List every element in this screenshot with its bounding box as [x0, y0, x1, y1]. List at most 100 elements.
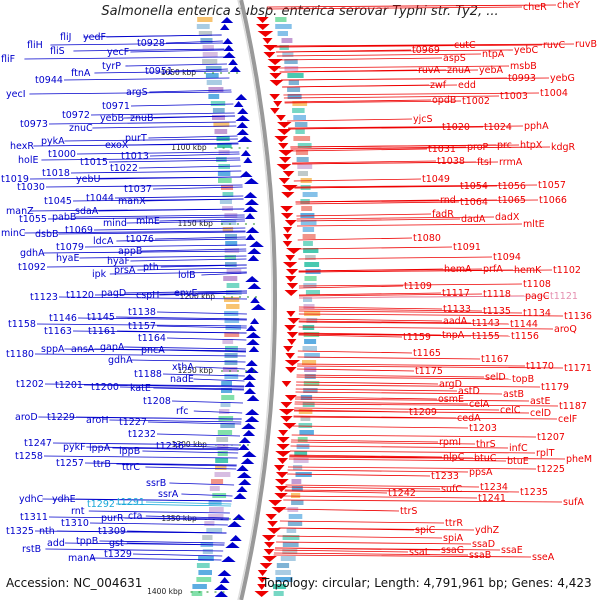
- gene-label[interactable]: ftnA: [71, 68, 91, 79]
- gene-label[interactable]: t1292: [87, 499, 115, 510]
- gene-label[interactable]: rplT: [536, 448, 555, 459]
- gene-label[interactable]: rnt: [71, 506, 85, 517]
- gene-label[interactable]: rpmI: [439, 437, 461, 448]
- gene-label[interactable]: t1209: [409, 407, 437, 418]
- gene-label[interactable]: cspH: [136, 290, 159, 301]
- gene-label[interactable]: t1167: [481, 354, 509, 365]
- gene-label[interactable]: tyrP: [102, 61, 121, 72]
- gene-label[interactable]: t1187: [559, 401, 587, 412]
- gene-label[interactable]: t1044: [86, 193, 114, 204]
- gene-label[interactable]: t1123: [30, 292, 58, 303]
- gene-label[interactable]: t1158: [8, 319, 36, 330]
- gene-label[interactable]: yebU: [76, 174, 100, 185]
- gene-label[interactable]: yebG: [550, 73, 575, 84]
- gene-label[interactable]: t0951: [145, 66, 173, 77]
- gene-label[interactable]: t1144: [510, 319, 538, 330]
- gene-label[interactable]: t1019: [1, 174, 29, 185]
- gene-label[interactable]: znuB: [130, 113, 154, 124]
- gene-label[interactable]: dadX: [495, 212, 520, 223]
- gene-label[interactable]: t1180: [6, 349, 34, 360]
- gene-label[interactable]: dsbB: [35, 229, 59, 240]
- gene-label[interactable]: spiA: [443, 533, 464, 544]
- gene-label[interactable]: prc: [497, 140, 512, 151]
- gene-label[interactable]: t1133: [443, 304, 471, 315]
- gene-label[interactable]: pagD: [101, 288, 126, 299]
- gene-label[interactable]: t0971: [102, 101, 130, 112]
- gene-label[interactable]: tnpA: [442, 330, 465, 341]
- gene-label[interactable]: t1208: [143, 396, 171, 407]
- gene-label[interactable]: t1159: [403, 332, 431, 343]
- gene-label[interactable]: cheY: [557, 0, 580, 11]
- gene-label[interactable]: astE: [530, 396, 551, 407]
- gene-label[interactable]: pncA: [141, 345, 165, 356]
- gene-label[interactable]: lolB: [178, 270, 196, 281]
- gene-label[interactable]: gapA: [100, 342, 125, 353]
- gene-label[interactable]: t1165: [413, 348, 441, 359]
- gene-label[interactable]: ftsI: [477, 157, 492, 168]
- gene-label[interactable]: t1066: [539, 195, 567, 206]
- gene-label[interactable]: btuE: [507, 456, 529, 467]
- gene-label[interactable]: znuC: [69, 123, 93, 134]
- gene-label[interactable]: hexR: [10, 141, 34, 152]
- gene-label[interactable]: proP: [467, 142, 489, 153]
- gene-label[interactable]: katE: [130, 383, 151, 394]
- gene-label[interactable]: celD: [530, 408, 551, 419]
- gene-label[interactable]: aroH: [86, 415, 108, 426]
- gene-label[interactable]: pagC: [525, 291, 550, 302]
- gene-label[interactable]: t1031: [428, 144, 456, 155]
- gene-label[interactable]: t1232: [128, 429, 156, 440]
- gene-label[interactable]: sufA: [563, 497, 584, 508]
- gene-label[interactable]: t1069: [65, 225, 93, 236]
- gene-label[interactable]: t1309: [98, 526, 126, 537]
- gene-label[interactable]: t1235: [520, 487, 548, 498]
- gene-label[interactable]: t1163: [44, 326, 72, 337]
- gene-label[interactable]: sufC: [441, 484, 462, 495]
- gene-label[interactable]: ssaE: [501, 545, 523, 556]
- gene-label[interactable]: t0973: [20, 119, 48, 130]
- gene-label[interactable]: t1045: [44, 196, 72, 207]
- gene-label[interactable]: sseA: [532, 552, 555, 563]
- gene-label[interactable]: t1024: [484, 122, 512, 133]
- gene-label[interactable]: holE: [18, 155, 38, 166]
- gene-label[interactable]: manX: [118, 196, 146, 207]
- gene-label[interactable]: t1117: [442, 288, 470, 299]
- gene-label[interactable]: t0972: [62, 110, 90, 121]
- gene-label[interactable]: t1076: [126, 234, 154, 245]
- gene-label[interactable]: fliS: [50, 46, 65, 57]
- gene-label[interactable]: argS: [126, 87, 148, 98]
- gene-label[interactable]: gdhA: [20, 248, 45, 259]
- gene-label[interactable]: t1054: [460, 181, 488, 192]
- gene-label[interactable]: t1015: [80, 157, 108, 168]
- gene-label[interactable]: t1257: [56, 458, 84, 469]
- gene-label[interactable]: t0928: [137, 38, 165, 49]
- gene-label[interactable]: t1143: [472, 318, 500, 329]
- gene-label[interactable]: prfA: [483, 264, 503, 275]
- gene-label[interactable]: znuA: [447, 65, 471, 76]
- gene-label[interactable]: t1329: [104, 549, 132, 560]
- gene-label[interactable]: cfa: [128, 511, 142, 522]
- gene-label[interactable]: pykF: [63, 442, 86, 453]
- gene-label[interactable]: appB: [118, 246, 142, 257]
- gene-label[interactable]: mind: [103, 218, 127, 229]
- gene-label[interactable]: t1038: [437, 156, 465, 167]
- gene-label[interactable]: dadA: [461, 214, 486, 225]
- gene-label[interactable]: zwf: [430, 80, 447, 91]
- gene-label[interactable]: t1203: [469, 423, 497, 434]
- gene-label[interactable]: t1310: [61, 518, 89, 529]
- gene-label[interactable]: t1064: [460, 197, 488, 208]
- gene-label[interactable]: t1229: [47, 412, 75, 423]
- gene-label[interactable]: yebB: [100, 113, 124, 124]
- gene-label[interactable]: t1108: [523, 279, 551, 290]
- gene-label[interactable]: t1156: [511, 331, 539, 342]
- gene-label[interactable]: purR: [101, 513, 124, 524]
- gene-label[interactable]: purT: [125, 133, 147, 144]
- gene-label[interactable]: t1118: [483, 289, 511, 300]
- gene-label[interactable]: ttrR: [445, 518, 463, 529]
- gene-label[interactable]: t1030: [17, 182, 45, 193]
- gene-label[interactable]: ttrS: [400, 506, 417, 517]
- gene-label[interactable]: sppA: [41, 344, 65, 355]
- gene-label[interactable]: hyaF: [107, 256, 130, 267]
- gene-label[interactable]: celC: [500, 405, 521, 416]
- gene-label[interactable]: ssaD: [472, 539, 495, 550]
